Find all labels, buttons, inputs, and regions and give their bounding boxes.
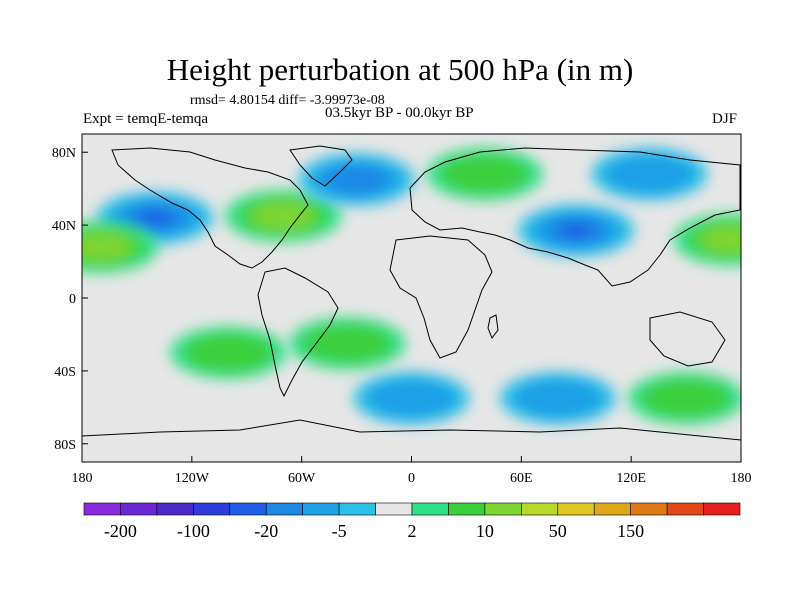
lat-label: 80S: [54, 438, 76, 453]
lon-label: 120W: [175, 471, 210, 486]
colorbar-swatch: [448, 502, 486, 516]
colorbar-swatch: [703, 502, 741, 516]
colorbar-label: 2: [408, 521, 417, 541]
colorbar-label: 150: [617, 521, 644, 541]
colorbar-label: -20: [254, 521, 278, 541]
colorbar-swatch: [411, 502, 449, 516]
colorbar: -200 -100 -20 -5 2 10 50 150: [83, 502, 741, 541]
experiment-label: Expt = temqE-temqa: [83, 111, 209, 127]
colorbar-swatch: [666, 502, 704, 516]
anomaly-pos-1: [82, 220, 159, 273]
anomaly-neg-7: [591, 148, 708, 201]
period-label: 03.5kyr BP - 00.0kyr BP: [325, 105, 474, 121]
latitude-axis: 80N 40N 0 40S 80S: [52, 146, 88, 453]
lon-label: 120E: [616, 471, 646, 486]
colorbar-swatch: [484, 502, 522, 516]
anomaly-neg-12: [499, 372, 616, 425]
colorbar-swatch: [302, 502, 340, 516]
lat-label: 0: [69, 292, 76, 307]
figure-title: Height perturbation at 500 hPa (in m): [166, 52, 634, 87]
colorbar-swatch: [83, 502, 121, 516]
colorbar-swatch: [229, 502, 267, 516]
anomaly-pos-5: [426, 148, 543, 201]
colorbar-label: 50: [549, 521, 567, 541]
colorbar-label: 10: [476, 521, 494, 541]
colorbar-label: -5: [332, 521, 347, 541]
colorbar-swatch: [265, 502, 303, 516]
colorbar-swatch: [521, 502, 559, 516]
colorbar-swatch: [593, 502, 631, 516]
season-label: DJF: [712, 111, 738, 127]
anomaly-neg-4: [298, 153, 415, 206]
coastlines: [82, 145, 741, 441]
colorbar-label: -200: [104, 521, 137, 541]
lon-label: 180: [731, 471, 752, 486]
colorbar-swatch: [120, 502, 158, 516]
stats-label: rmsd= 4.80154 diff= -3.99973e-08: [190, 93, 385, 108]
anomaly-neg-10: [353, 372, 470, 425]
anomaly-field: [82, 148, 741, 425]
anomaly-pos-2: [673, 213, 741, 266]
anomaly-pos-8: [289, 317, 406, 370]
colorbar-swatch: [193, 502, 231, 516]
lat-label: 80N: [52, 146, 76, 161]
anomaly-pos-9: [170, 326, 287, 379]
lon-label: 60E: [510, 471, 533, 486]
anomaly-neg-6: [518, 204, 635, 257]
colorbar-swatch: [630, 502, 668, 516]
colorbar-label: -100: [177, 521, 210, 541]
anomaly-pos-3: [225, 190, 342, 242]
longitude-axis: 180 120W 60W 0 60E 120E 180: [72, 456, 752, 486]
colorbar-swatch: [338, 502, 376, 516]
lon-label: 60W: [288, 471, 316, 486]
lat-label: 40N: [52, 219, 76, 234]
colorbar-swatch: [557, 502, 595, 516]
lon-label: 0: [408, 471, 415, 486]
colorbar-swatch: [156, 502, 194, 516]
colorbar-swatch: [375, 502, 413, 516]
lat-label: 40S: [54, 365, 76, 380]
anomaly-pos-11: [628, 372, 741, 425]
lon-label: 180: [72, 471, 93, 486]
